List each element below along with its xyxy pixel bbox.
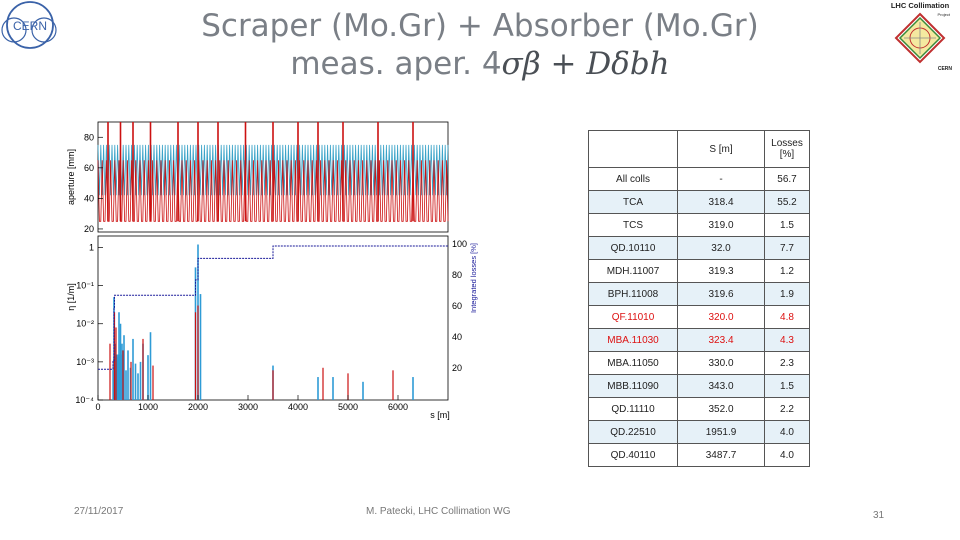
table-cell-s: 319.0 [677, 213, 765, 237]
table-cell-losses: 4.0 [764, 420, 810, 444]
loss-ytick-label: 10⁻² [76, 319, 94, 329]
table-cell-losses: 56.7 [764, 167, 810, 191]
table-header-s: S [m] [677, 130, 765, 168]
cern-logo-text: CERN [13, 19, 47, 33]
table-cell-losses: 4.8 [764, 305, 810, 329]
table-cell-name: MBA.11050 [588, 351, 678, 375]
table-row: QD.10110 32.0 7.7 [588, 236, 810, 260]
table-cell-losses: 2.3 [764, 351, 810, 375]
table-cell-name: All colls [588, 167, 678, 191]
page-number: 31 [873, 510, 885, 521]
table-cell-s: 343.0 [677, 374, 765, 398]
title-math: σβ + Dδbh [501, 46, 670, 82]
integrated-ytick-label: 40 [452, 332, 462, 342]
loss-ylabel: η [1/m] [66, 283, 76, 311]
loss-xtick-label: 5000 [338, 402, 358, 412]
loss-xtick-label: 4000 [288, 402, 308, 412]
table-cell-name: MBA.11030 [588, 328, 678, 352]
table-cell-s: 323.4 [677, 328, 765, 352]
table-cell-losses: 4.0 [764, 443, 810, 467]
table-cell-losses: 4.3 [764, 328, 810, 352]
table-cell-s: 318.4 [677, 190, 765, 214]
table-row: QD.40110 3487.7 4.0 [588, 443, 810, 467]
table-header-losses: Losses [%] [764, 130, 810, 168]
table-cell-s: - [677, 167, 765, 191]
table-row: QD.11110 352.0 2.2 [588, 397, 810, 421]
table-row: MBA.11050 330.0 2.3 [588, 351, 810, 375]
loss-ytick-label: 1 [89, 242, 94, 252]
table-cell-s: 1951.9 [677, 420, 765, 444]
footer-date: 27/11/2017 [74, 506, 124, 517]
table-cell-name: QD.40110 [588, 443, 678, 467]
table-cell-name: QF.11010 [588, 305, 678, 329]
aperture-and-loss-plot: 20 40 60 80 aperture [mm] 1 10⁻¹ 10⁻² 10⁻³ 10⁻⁴ η … [66, 121, 478, 420]
loss-xtick-label: 1000 [138, 402, 158, 412]
table-row: TCS 319.0 1.5 [588, 213, 810, 237]
table-cell-s: 330.0 [677, 351, 765, 375]
cern-logo: CERN [1, 1, 57, 49]
table-cell-s: 319.6 [677, 282, 765, 306]
table-cell-losses: 1.5 [764, 374, 810, 398]
table-cell-name: TCS [588, 213, 678, 237]
table-cell-s: 319.3 [677, 259, 765, 283]
lhc-logo-title: LHC Collimation [891, 1, 950, 10]
lhc-logo-cern: CERN [938, 66, 953, 72]
table-cell-s: 352.0 [677, 397, 765, 421]
aperture-ytick-label: 80 [84, 132, 94, 142]
table-cell-losses: 1.5 [764, 213, 810, 237]
table-row: MDH.11007 319.3 1.2 [588, 259, 810, 283]
table-cell-name: QD.10110 [588, 236, 678, 260]
table-row: All colls -56.7 [588, 167, 810, 191]
table-row: MBB.11090 343.0 1.5 [588, 374, 810, 398]
integrated-ytick-label: 80 [452, 270, 462, 280]
title-text: meas. aper. 4 [290, 46, 502, 82]
table-row: TCA 318.4 55.2 [588, 190, 810, 214]
table-cell-losses: 1.2 [764, 259, 810, 283]
table-cell-s: 320.0 [677, 305, 765, 329]
table-header-row: S [m] Losses [%] [588, 130, 810, 168]
table-cell-s: 3487.7 [677, 443, 765, 467]
loss-ytick-label: 10⁻³ [76, 357, 94, 367]
table-cell-losses: 2.2 [764, 397, 810, 421]
loss-ytick-label: 10⁻¹ [76, 281, 94, 291]
table-cell-s: 32.0 [677, 236, 765, 260]
loss-table: S [m] Losses [%] All colls -56.7 TCA 318.4 5… [588, 130, 810, 467]
table-cell-name: TCA [588, 190, 678, 214]
integrated-ytick-label: 100 [452, 239, 467, 249]
table-header-name [588, 130, 678, 168]
loss-xtick-label: 3000 [238, 402, 258, 412]
table-row: MBA.11030 323.4 4.3 [588, 328, 810, 352]
table-cell-name: BPH.11008 [588, 282, 678, 306]
table-row: QF.11010 320.0 4.8 [588, 305, 810, 329]
table-row: QD.22510 1951.9 4.0 [588, 420, 810, 444]
loss-xlabel: s [m] [430, 410, 450, 420]
loss-xtick-label: 2000 [188, 402, 208, 412]
aperture-ytick-label: 40 [84, 193, 94, 203]
table-cell-name: MDH.11007 [588, 259, 678, 283]
slide-title-line1: Scraper (Mo.Gr) + Absorber (Mo.Gr) [201, 8, 759, 44]
integrated-ytick-label: 20 [452, 363, 462, 373]
loss-xtick-label: 6000 [388, 402, 408, 412]
integrated-ytick-label: 60 [452, 301, 462, 311]
table-cell-name: MBB.11090 [588, 374, 678, 398]
table-cell-losses: 55.2 [764, 190, 810, 214]
loss-xtick-label: 0 [95, 402, 100, 412]
table-cell-losses: 7.7 [764, 236, 810, 260]
aperture-ytick-label: 20 [84, 224, 94, 234]
table-cell-name: QD.11110 [588, 397, 678, 421]
lhc-collimation-logo: LHC Collimation Project CERN [891, 1, 953, 72]
integrated-ylabel: Integrated losses [%] [469, 243, 478, 313]
table-cell-name: QD.22510 [588, 420, 678, 444]
lhc-logo-project: Project [938, 12, 951, 17]
table-row: BPH.11008 319.6 1.9 [588, 282, 810, 306]
loss-ytick-label: 10⁻⁴ [75, 395, 94, 405]
table-cell-losses: 1.9 [764, 282, 810, 306]
aperture-ytick-label: 60 [84, 163, 94, 173]
slide-title-line2: meas. aper. 4σβ + Dδbh [150, 46, 810, 82]
footer-author: M. Patecki, LHC Collimation WG [366, 506, 511, 517]
integrated-loss-line [98, 245, 448, 370]
aperture-ylabel: aperture [mm] [66, 149, 76, 205]
